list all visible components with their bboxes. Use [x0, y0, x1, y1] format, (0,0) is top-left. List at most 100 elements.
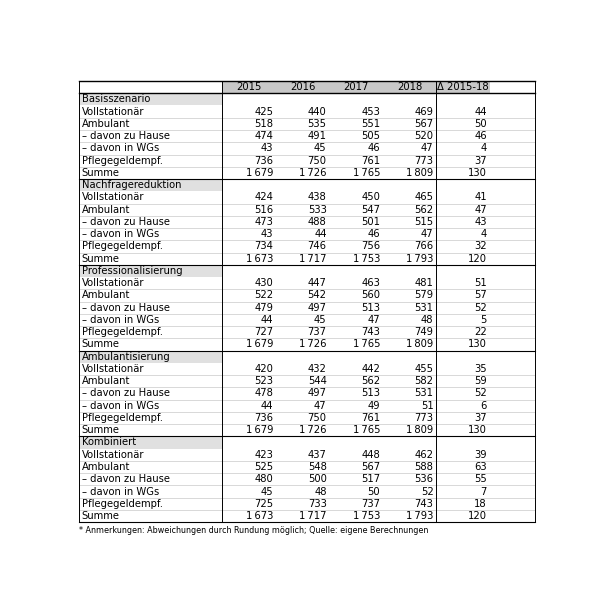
Text: 462: 462 — [415, 450, 434, 460]
Text: – davon in WGs: – davon in WGs — [82, 315, 159, 325]
Bar — [329, 93, 383, 105]
Bar — [383, 350, 436, 363]
Text: 531: 531 — [415, 302, 434, 313]
Text: 567: 567 — [361, 462, 380, 472]
Text: Pflegegeldempf.: Pflegegeldempf. — [82, 155, 163, 166]
Text: 2017: 2017 — [343, 82, 369, 92]
Text: 1 717: 1 717 — [299, 253, 326, 264]
Text: 548: 548 — [308, 462, 326, 472]
Text: 48: 48 — [421, 315, 434, 325]
Text: Summe: Summe — [82, 339, 120, 350]
Text: 437: 437 — [308, 450, 326, 460]
Bar — [78, 350, 222, 363]
Text: 520: 520 — [415, 131, 434, 141]
Text: Pflegegeldempf.: Pflegegeldempf. — [82, 241, 163, 252]
Text: 505: 505 — [361, 131, 380, 141]
Text: Ambulant: Ambulant — [82, 290, 130, 301]
Text: 582: 582 — [415, 376, 434, 386]
Text: 420: 420 — [254, 364, 273, 374]
Text: 479: 479 — [254, 302, 273, 313]
Bar — [329, 179, 383, 191]
Text: 749: 749 — [415, 327, 434, 337]
Text: 430: 430 — [255, 278, 273, 288]
Text: 518: 518 — [254, 119, 273, 129]
Bar — [78, 387, 536, 399]
Bar — [78, 93, 222, 105]
Text: Ambulant: Ambulant — [82, 204, 130, 215]
Bar — [78, 473, 536, 485]
Text: Pflegegeldempf.: Pflegegeldempf. — [82, 327, 163, 337]
Text: – davon in WGs: – davon in WGs — [82, 401, 159, 411]
Text: 750: 750 — [307, 413, 326, 423]
Text: 1 753: 1 753 — [353, 253, 380, 264]
Bar — [383, 179, 436, 191]
Bar — [222, 265, 276, 277]
Text: Vollstationär: Vollstationär — [82, 364, 144, 374]
Text: 1 809: 1 809 — [406, 339, 434, 350]
Text: Ambulantisierung: Ambulantisierung — [82, 352, 171, 362]
Bar — [78, 142, 536, 154]
Bar — [276, 350, 329, 363]
Text: 440: 440 — [308, 106, 326, 117]
Bar — [383, 93, 436, 105]
Bar — [383, 265, 436, 277]
Bar — [222, 93, 276, 105]
Text: 517: 517 — [361, 474, 380, 484]
Text: 35: 35 — [474, 364, 487, 374]
Text: 478: 478 — [254, 388, 273, 399]
Text: 746: 746 — [307, 241, 326, 252]
Text: 773: 773 — [415, 155, 434, 166]
Bar — [276, 436, 329, 449]
Text: 432: 432 — [308, 364, 326, 374]
Text: 1 679: 1 679 — [246, 168, 273, 178]
Text: 544: 544 — [308, 376, 326, 386]
Text: 1 765: 1 765 — [353, 168, 380, 178]
Bar — [383, 436, 436, 449]
Bar — [78, 314, 536, 326]
Bar — [276, 265, 329, 277]
Text: 2018: 2018 — [397, 82, 422, 92]
Text: Pflegegeldempf.: Pflegegeldempf. — [82, 499, 163, 509]
Bar — [78, 289, 536, 301]
Text: 1 765: 1 765 — [353, 425, 380, 435]
Text: 766: 766 — [415, 241, 434, 252]
Text: 481: 481 — [415, 278, 434, 288]
Bar — [78, 216, 536, 228]
Bar — [78, 510, 536, 522]
Text: 50: 50 — [367, 486, 380, 497]
Text: 44: 44 — [261, 315, 273, 325]
Text: Summe: Summe — [82, 511, 120, 521]
Text: 474: 474 — [254, 131, 273, 141]
Text: 725: 725 — [254, 499, 273, 509]
Text: 579: 579 — [415, 290, 434, 301]
Text: 47: 47 — [421, 229, 434, 239]
Text: 438: 438 — [308, 192, 326, 203]
Text: 41: 41 — [474, 192, 487, 203]
Text: 2015: 2015 — [237, 82, 262, 92]
Text: 531: 531 — [415, 388, 434, 399]
Text: 535: 535 — [307, 119, 326, 129]
Text: 1 673: 1 673 — [246, 511, 273, 521]
Text: 45: 45 — [314, 315, 326, 325]
Text: – davon zu Hause: – davon zu Hause — [82, 302, 170, 313]
Text: 424: 424 — [254, 192, 273, 203]
Text: 743: 743 — [415, 499, 434, 509]
Text: 488: 488 — [308, 217, 326, 227]
Text: 522: 522 — [254, 290, 273, 301]
Text: 1 809: 1 809 — [406, 168, 434, 178]
Text: 52: 52 — [420, 486, 434, 497]
Text: 480: 480 — [255, 474, 273, 484]
Text: 32: 32 — [474, 241, 487, 252]
Text: 567: 567 — [415, 119, 434, 129]
Bar — [78, 363, 536, 375]
Text: – davon zu Hause: – davon zu Hause — [82, 217, 170, 227]
Bar — [222, 436, 276, 449]
Bar — [78, 498, 536, 510]
Bar — [78, 338, 536, 350]
Text: 560: 560 — [361, 290, 380, 301]
Bar — [78, 203, 536, 216]
Text: 442: 442 — [361, 364, 380, 374]
Bar — [78, 375, 536, 387]
Text: 130: 130 — [468, 339, 487, 350]
Text: 120: 120 — [468, 511, 487, 521]
